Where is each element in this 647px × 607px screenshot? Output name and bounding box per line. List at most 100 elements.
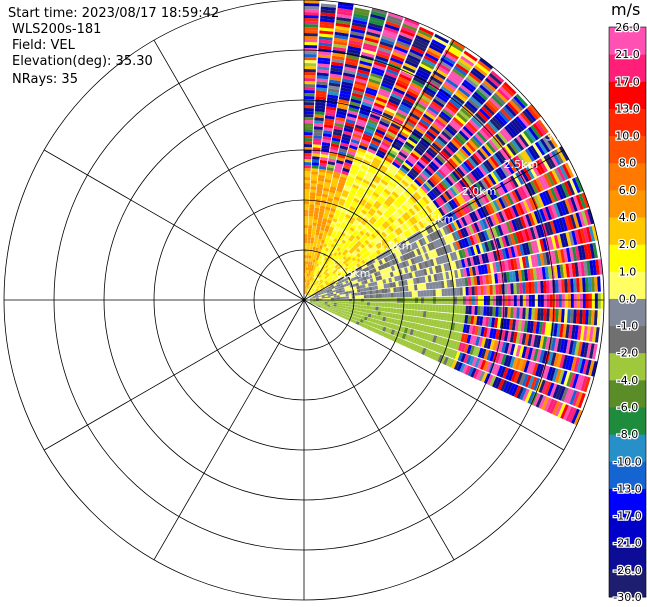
range-gate-cell [386, 272, 391, 278]
range-gate-cell [540, 308, 544, 321]
range-gate-cell [558, 217, 566, 232]
range-gate-cell [456, 323, 462, 332]
range-gate-cell [357, 189, 365, 196]
range-gate-cell [358, 113, 369, 119]
range-gate-cell [500, 209, 508, 222]
range-gate-cell [336, 293, 340, 296]
range-gate-cell [524, 374, 532, 388]
range-gate-cell [418, 338, 424, 346]
range-gate-cell [349, 34, 364, 40]
range-gate-cell [465, 226, 472, 236]
range-gate-cell [591, 225, 598, 241]
range-gate-cell [314, 262, 317, 266]
range-gate-cell [468, 325, 474, 335]
range-gate-cell [501, 341, 507, 353]
range-gate-cell [498, 197, 506, 209]
range-gate-cell [464, 314, 469, 324]
range-gate-cell [420, 156, 430, 165]
range-gate-cell [373, 245, 379, 251]
range-gate-cell [311, 174, 318, 178]
range-gate-cell [443, 313, 448, 321]
range-gate-cell [556, 202, 564, 217]
range-gate-cell [323, 130, 333, 135]
range-gate-cell [379, 325, 384, 331]
range-gate-cell [398, 234, 405, 241]
range-gate-cell [390, 329, 396, 335]
range-gate-cell [317, 277, 320, 281]
range-gate-cell [371, 252, 376, 259]
range-gate-cell [453, 287, 457, 296]
range-gate-cell [448, 121, 460, 132]
range-gate-cell [342, 269, 346, 273]
range-gate-cell [322, 278, 326, 282]
range-gate-cell [456, 166, 466, 177]
range-gate-cell [461, 248, 467, 258]
range-gate-cell [564, 309, 568, 323]
range-gate-cell [366, 256, 371, 262]
range-gate-cell [336, 159, 344, 165]
range-gate-cell [429, 351, 435, 359]
range-gate-cell [556, 166, 566, 182]
range-gate-cell [382, 138, 392, 146]
range-gate-cell [452, 136, 463, 147]
colorbar-tick-label: -10.0 [613, 455, 641, 468]
range-gate-cell [553, 149, 564, 164]
range-gate-cell [311, 228, 316, 232]
range-gate-cell [307, 285, 309, 289]
range-gate-cell [492, 170, 502, 182]
range-gate-cell [314, 123, 324, 127]
range-gate-cell [557, 369, 565, 384]
range-gate-cell [517, 153, 528, 167]
range-gate-cell [422, 170, 431, 179]
range-gate-cell [568, 263, 573, 278]
range-gate-cell [435, 93, 448, 103]
range-gate-cell [364, 127, 375, 134]
range-gate-cell [378, 43, 393, 51]
range-gate-cell [362, 206, 369, 213]
range-gate-cell [307, 243, 311, 247]
range-gate-cell [377, 265, 383, 271]
range-gate-cell [315, 247, 319, 251]
azimuth-spoke [303, 299, 565, 451]
range-gate-cell [507, 369, 515, 381]
range-gate-cell [439, 320, 444, 329]
range-gate-cell [403, 20, 419, 29]
range-gate-cell [472, 183, 482, 195]
range-gate-cell [551, 169, 561, 184]
range-gate-cell [465, 305, 469, 315]
range-gate-cell [401, 268, 406, 274]
range-gate-cell [315, 232, 320, 236]
range-gate-cell [382, 279, 387, 284]
range-gate-cell [462, 190, 471, 201]
range-gate-cell [470, 69, 484, 82]
range-gate-cell [378, 293, 382, 298]
range-gate-cell [497, 272, 502, 284]
range-gate-cell [352, 313, 357, 317]
range-gate-cell [355, 282, 360, 287]
range-gate-cell [335, 116, 346, 122]
range-gate-cell [335, 19, 351, 25]
range-gate-cell [505, 161, 515, 175]
range-gate-cell [556, 234, 563, 249]
range-gate-cell [314, 293, 318, 296]
range-gate-cell [469, 96, 482, 108]
range-gate-cell [308, 285, 310, 289]
range-gate-cell [411, 291, 415, 297]
range-gate-cell [396, 319, 401, 326]
range-gate-cell [321, 236, 326, 241]
range-gate-cell [337, 5, 354, 11]
range-gate-cell [318, 282, 322, 286]
range-gate-cell [320, 156, 328, 161]
range-gate-cell [556, 147, 567, 163]
range-gate-cell [339, 292, 343, 295]
range-gate-cell [535, 121, 547, 136]
range-gate-cell [538, 158, 548, 173]
range-gate-cell [384, 293, 388, 298]
range-gate-cell [315, 102, 326, 107]
range-gate-cell [333, 238, 338, 243]
range-gate-cell [580, 376, 588, 392]
range-gate-cell [340, 258, 345, 263]
range-gate-cell [353, 158, 362, 165]
range-gate-cell [468, 119, 480, 131]
range-gate-cell [476, 275, 481, 286]
